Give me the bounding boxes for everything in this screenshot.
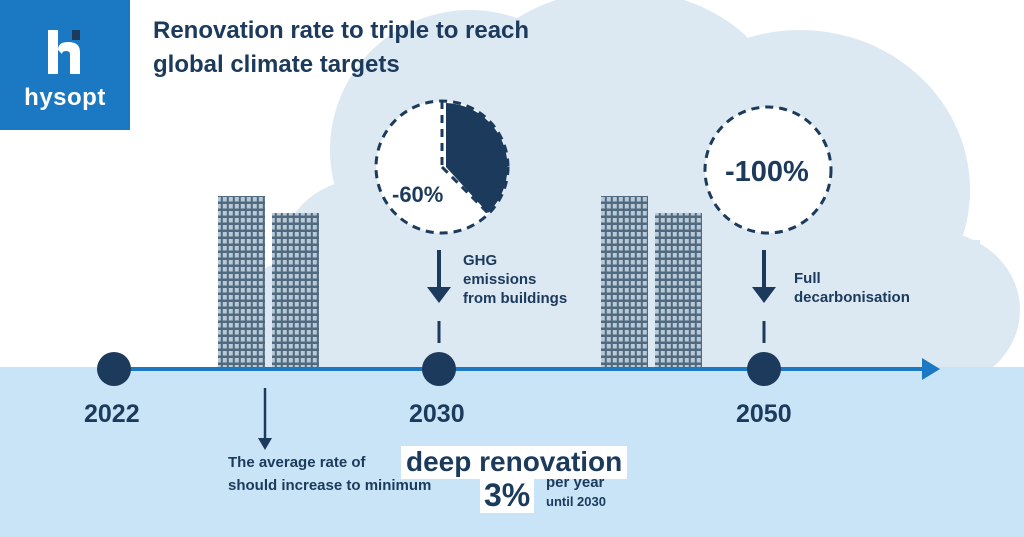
buildings-right [601, 196, 702, 371]
year-2030: 2030 [409, 400, 465, 428]
per-year-label: per year [546, 474, 605, 491]
arrow-2030 [427, 250, 451, 343]
arrow-renovation [258, 388, 272, 450]
arrow-2050 [752, 250, 776, 343]
percent-2050: -100% [725, 156, 809, 188]
year-2022: 2022 [84, 400, 140, 428]
dot-2022 [97, 352, 131, 386]
note-2030: GHG emissions from buildings [463, 252, 568, 307]
dot-2050 [747, 352, 781, 386]
logo-text: hysopt [24, 84, 106, 111]
note-2050: Full decarbonisation [794, 270, 910, 306]
title-line-2: global climate targets [153, 51, 400, 78]
renovation-text-line-2: should increase to minimum [228, 477, 432, 494]
renovation-text-line-1: The average rate of [228, 454, 366, 471]
rate-highlight: 3% [480, 477, 535, 513]
year-2050: 2050 [736, 400, 792, 428]
dot-2030 [422, 352, 456, 386]
buildings-left [218, 196, 319, 371]
percent-2030: -60% [392, 182, 444, 207]
circle-2050-outline [703, 105, 833, 235]
hysopt-h-icon [48, 30, 80, 74]
deep-renovation-highlight: deep renovation [401, 446, 628, 479]
until-2030-label: until 2030 [546, 494, 606, 509]
hysopt-logo: hysopt [0, 0, 130, 130]
title-line-1: Renovation rate to triple to reach [153, 17, 530, 44]
page-title: Renovation rate to triple to reach globa… [153, 14, 623, 82]
pie-2030-slice [446, 103, 508, 213]
timeline-arrowhead [922, 358, 940, 380]
